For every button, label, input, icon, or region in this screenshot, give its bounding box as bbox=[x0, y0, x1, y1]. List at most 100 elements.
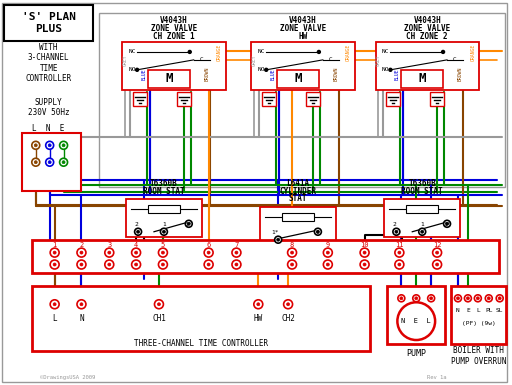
Circle shape bbox=[276, 238, 280, 241]
Text: ZONE VALVE: ZONE VALVE bbox=[280, 23, 326, 33]
Circle shape bbox=[389, 68, 392, 71]
Bar bbox=[262, 92, 276, 105]
Bar bbox=[260, 207, 336, 244]
Bar bbox=[251, 42, 355, 90]
Text: BROWN: BROWN bbox=[333, 67, 338, 81]
Circle shape bbox=[62, 161, 65, 164]
Circle shape bbox=[395, 260, 404, 269]
Circle shape bbox=[132, 260, 141, 269]
Circle shape bbox=[288, 248, 296, 257]
Bar bbox=[32, 240, 499, 273]
Circle shape bbox=[291, 251, 293, 254]
Circle shape bbox=[428, 295, 435, 302]
Circle shape bbox=[108, 251, 111, 254]
Text: CH ZONE 2: CH ZONE 2 bbox=[407, 32, 448, 40]
Text: V4043H: V4043H bbox=[289, 16, 317, 25]
Circle shape bbox=[326, 251, 329, 254]
Circle shape bbox=[363, 263, 366, 266]
Text: CH1: CH1 bbox=[152, 314, 166, 323]
Circle shape bbox=[187, 222, 190, 225]
Bar bbox=[122, 42, 225, 90]
Circle shape bbox=[421, 230, 424, 233]
Bar bbox=[4, 5, 93, 41]
Text: (PF) (9w): (PF) (9w) bbox=[462, 321, 496, 326]
Text: 10: 10 bbox=[360, 242, 369, 248]
Circle shape bbox=[476, 297, 479, 300]
Circle shape bbox=[77, 248, 86, 257]
Text: CH ZONE 1: CH ZONE 1 bbox=[153, 32, 195, 40]
Text: L641A: L641A bbox=[286, 179, 310, 187]
Text: C: C bbox=[316, 230, 320, 235]
Circle shape bbox=[34, 144, 37, 147]
Circle shape bbox=[398, 251, 401, 254]
Circle shape bbox=[235, 251, 238, 254]
Circle shape bbox=[284, 300, 292, 309]
Circle shape bbox=[232, 260, 241, 269]
Text: 6: 6 bbox=[206, 242, 211, 248]
Circle shape bbox=[105, 260, 114, 269]
Bar bbox=[451, 286, 506, 344]
Text: HW: HW bbox=[253, 314, 263, 323]
Text: 7: 7 bbox=[234, 242, 239, 248]
Circle shape bbox=[433, 260, 441, 269]
Bar bbox=[32, 286, 370, 351]
Circle shape bbox=[395, 248, 404, 257]
Circle shape bbox=[46, 158, 54, 166]
Circle shape bbox=[485, 295, 492, 302]
Circle shape bbox=[257, 303, 260, 306]
Circle shape bbox=[53, 263, 56, 266]
Text: 2: 2 bbox=[393, 222, 396, 227]
Text: BLUE: BLUE bbox=[395, 68, 400, 80]
Circle shape bbox=[80, 251, 83, 254]
Circle shape bbox=[274, 236, 282, 243]
Circle shape bbox=[430, 297, 433, 300]
Text: ORANGE: ORANGE bbox=[217, 43, 222, 60]
Text: BLUE: BLUE bbox=[271, 68, 275, 80]
Circle shape bbox=[46, 141, 54, 149]
Circle shape bbox=[441, 50, 444, 54]
Circle shape bbox=[204, 260, 213, 269]
Circle shape bbox=[185, 220, 192, 227]
Circle shape bbox=[50, 300, 59, 309]
Circle shape bbox=[135, 263, 138, 266]
Circle shape bbox=[326, 263, 329, 266]
Text: 1: 1 bbox=[162, 222, 166, 227]
Circle shape bbox=[158, 248, 167, 257]
Circle shape bbox=[158, 260, 167, 269]
Circle shape bbox=[80, 263, 83, 266]
Circle shape bbox=[487, 297, 490, 300]
Text: WITH
3-CHANNEL
TIME
CONTROLLER: WITH 3-CHANNEL TIME CONTROLLER bbox=[26, 43, 72, 83]
Text: HW: HW bbox=[298, 32, 308, 40]
Circle shape bbox=[32, 158, 40, 166]
Text: 2: 2 bbox=[79, 242, 83, 248]
Circle shape bbox=[445, 222, 449, 225]
Text: N: N bbox=[456, 308, 460, 313]
Circle shape bbox=[398, 295, 405, 302]
Circle shape bbox=[162, 230, 165, 233]
Text: Rev 1a: Rev 1a bbox=[427, 375, 446, 380]
Text: N  E  L: N E L bbox=[401, 318, 431, 324]
Text: BROWN: BROWN bbox=[457, 67, 462, 81]
Circle shape bbox=[360, 248, 369, 257]
Bar bbox=[99, 13, 505, 187]
Circle shape bbox=[235, 263, 238, 266]
Text: NO: NO bbox=[382, 67, 389, 72]
Text: CH2: CH2 bbox=[281, 314, 295, 323]
Text: M: M bbox=[165, 72, 173, 85]
Circle shape bbox=[433, 248, 441, 257]
Circle shape bbox=[324, 260, 332, 269]
Circle shape bbox=[62, 144, 65, 147]
Circle shape bbox=[135, 228, 141, 235]
Bar bbox=[282, 213, 314, 221]
Text: L: L bbox=[52, 314, 57, 323]
Text: M: M bbox=[418, 72, 426, 85]
Circle shape bbox=[436, 251, 439, 254]
Circle shape bbox=[288, 260, 296, 269]
Text: NC: NC bbox=[258, 49, 265, 54]
Bar bbox=[177, 92, 191, 105]
Text: T6360B: T6360B bbox=[409, 179, 436, 187]
Circle shape bbox=[137, 230, 140, 233]
Text: NC: NC bbox=[382, 49, 389, 54]
Text: 2: 2 bbox=[134, 222, 138, 227]
Bar bbox=[387, 92, 400, 105]
